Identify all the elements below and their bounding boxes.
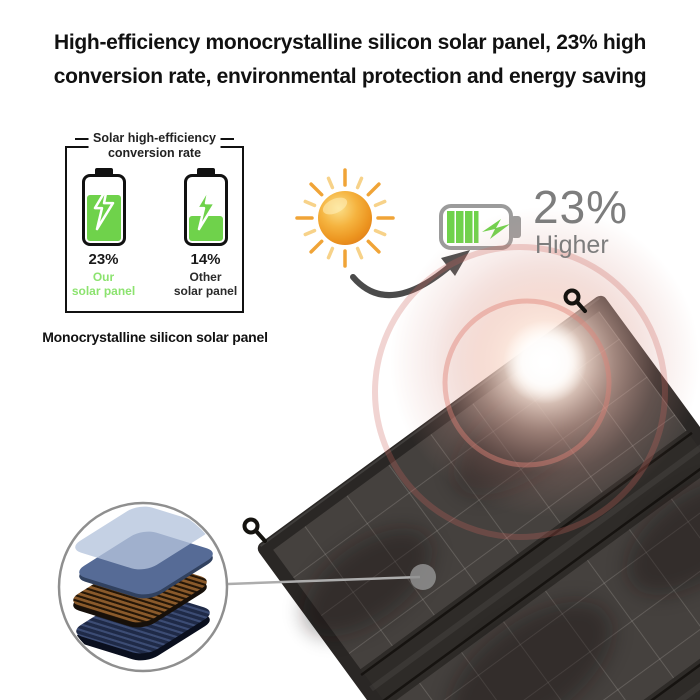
panel-layers-cutaway-icon	[57, 501, 229, 673]
hanging-loop-icon	[242, 288, 587, 543]
efficiency-comparison-box: Solar high-efficiency conversion rate 23…	[65, 131, 244, 313]
efficiency-box-title: Solar high-efficiency conversion rate	[88, 131, 221, 161]
battery-comparison-row: 23% Our solar panel 14% Other s	[67, 168, 242, 298]
panel-fold-seam	[360, 430, 700, 700]
headline-line2: conversion rate, environmental protectio…	[53, 65, 647, 88]
headline-line1: High-efficiency monocrystalline silicon …	[53, 31, 647, 54]
layer-glass	[75, 506, 209, 570]
panel-caption: Monocrystalline silicon solar panel	[42, 329, 268, 345]
lightning-bolt-icon	[93, 186, 114, 231]
title-leader-right	[220, 138, 234, 140]
callout	[227, 564, 436, 590]
lightning-bolt-icon	[195, 186, 216, 231]
sun-icon	[295, 168, 395, 268]
other-panel-value: 14%	[190, 251, 221, 268]
other-panel-column: 14% Other solar panel	[172, 168, 240, 298]
our-panel-column: 23% Our solar panel	[70, 168, 138, 298]
sun-highlight	[322, 197, 348, 215]
battery-fill-level	[188, 215, 223, 241]
battery-cap	[94, 168, 113, 175]
battery-cap	[196, 168, 215, 175]
sun-rays	[295, 168, 395, 268]
our-panel-label: Our solar panel	[71, 270, 136, 298]
higher-stat-label: Higher	[535, 231, 609, 259]
battery-charging-icon	[81, 174, 126, 246]
callout-dot	[410, 564, 436, 590]
other-panel-label: Other solar panel	[173, 270, 238, 298]
headline: High-efficiency monocrystalline silicon …	[20, 26, 680, 94]
our-panel-value: 23%	[88, 251, 119, 268]
battery-charging-icon	[183, 174, 228, 246]
lens-flare	[372, 207, 700, 540]
higher-stat-value: 23%	[533, 181, 629, 233]
title-leader-left	[75, 138, 89, 140]
